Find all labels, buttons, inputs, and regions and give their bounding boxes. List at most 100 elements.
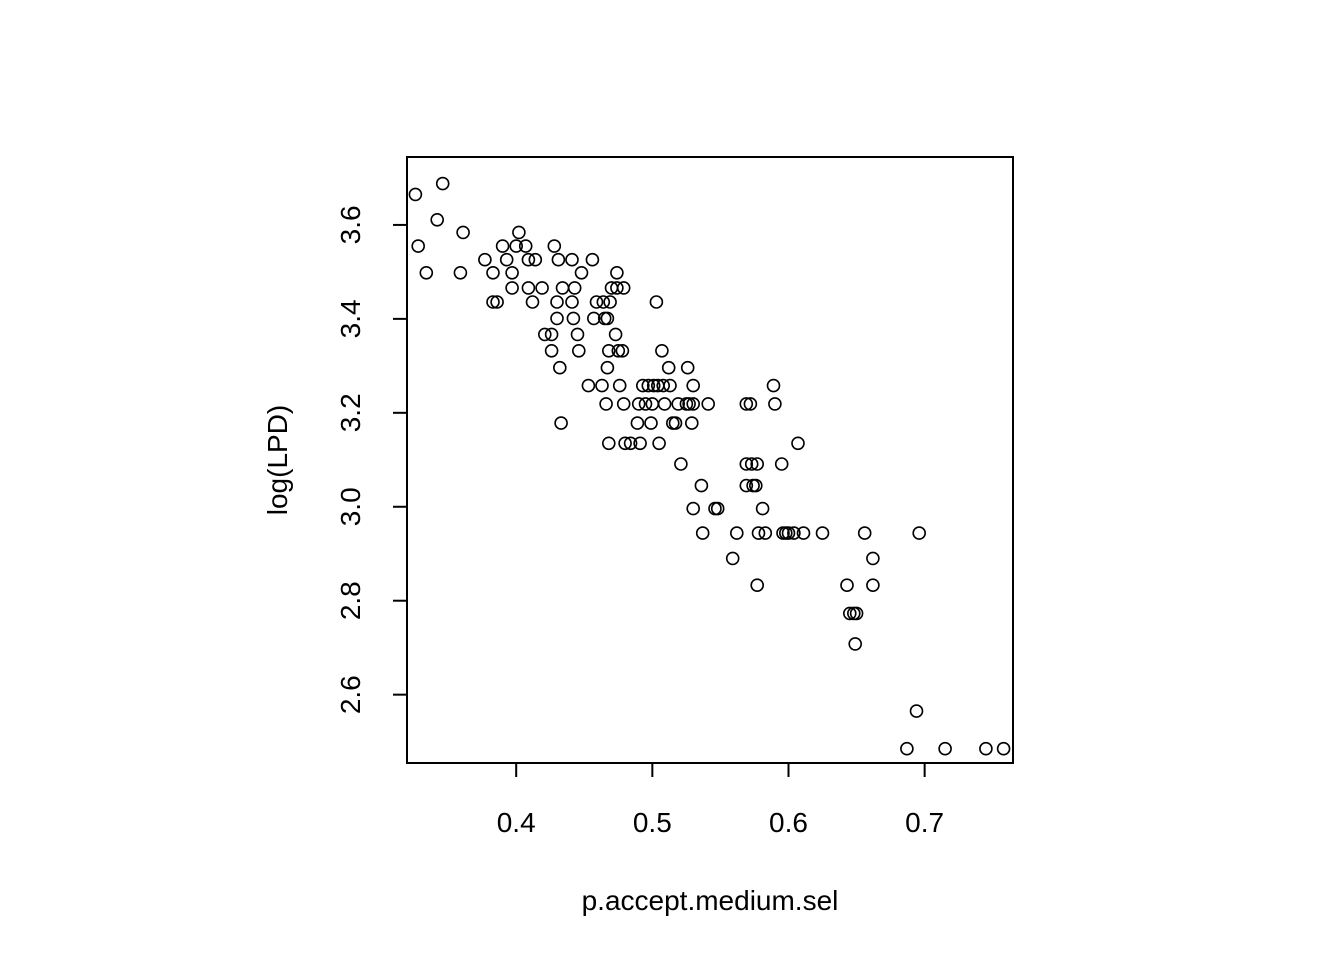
x-axis-title: p.accept.medium.sel [582, 885, 839, 916]
data-point [758, 526, 773, 540]
data-point [842, 606, 857, 621]
data-point [565, 252, 579, 267]
data-point [657, 397, 672, 411]
data-point [600, 360, 615, 375]
data-point [550, 295, 564, 309]
x-tick-label: 0.7 [905, 807, 944, 838]
data-point [612, 378, 627, 393]
data-point [631, 397, 646, 411]
data-point [630, 416, 645, 430]
data-point [603, 295, 617, 309]
y-axis-title: log(LPD) [262, 405, 293, 515]
data-point [682, 397, 696, 411]
data-point [663, 378, 677, 393]
data-point [750, 457, 765, 471]
y-tick-label: 2.6 [335, 675, 366, 714]
data-point [456, 225, 470, 240]
data-point [739, 397, 754, 411]
data-point [680, 360, 695, 375]
data-point [610, 265, 624, 280]
data-point [535, 281, 549, 295]
data-point [866, 551, 880, 566]
x-tick-label: 0.5 [633, 807, 672, 838]
data-point [649, 295, 664, 309]
data-point [641, 378, 656, 393]
data-point [849, 606, 864, 621]
data-point [633, 436, 647, 451]
data-point [525, 295, 540, 309]
data-point [411, 239, 426, 253]
plot-frame [406, 156, 1014, 764]
data-point [787, 526, 801, 540]
data-point [547, 239, 562, 253]
data-point [748, 478, 763, 493]
data-point [768, 397, 782, 411]
x-axis: 0.4 0.5 0.6 0.7 [497, 762, 944, 838]
data-point [739, 478, 754, 493]
data-point [570, 327, 585, 342]
data-point [766, 378, 781, 393]
data-point [674, 457, 688, 471]
data-point [701, 397, 716, 411]
data-point [518, 239, 533, 253]
data-point [495, 239, 510, 253]
data-point [486, 265, 500, 280]
data-point [512, 225, 526, 240]
data-point [781, 526, 796, 540]
data-point [866, 578, 880, 593]
data-point [419, 265, 434, 280]
data-point [585, 252, 600, 267]
data-point [453, 265, 468, 280]
data-point [505, 265, 519, 280]
data-point [729, 526, 744, 540]
data-point [567, 281, 582, 295]
data-point [610, 281, 624, 295]
data-point [601, 436, 616, 451]
data-point [528, 252, 543, 267]
data-point [979, 741, 993, 756]
data-point [505, 281, 519, 295]
data-point [571, 343, 586, 358]
data-point [646, 378, 661, 393]
data-point [537, 327, 552, 342]
y-tick-label: 3.0 [335, 487, 366, 526]
data-point [635, 378, 650, 393]
data-point [751, 526, 766, 540]
data-point [478, 252, 492, 267]
data-point [909, 704, 924, 718]
data-point [581, 378, 596, 393]
data-point [638, 397, 653, 411]
data-point [565, 295, 579, 309]
data-point [774, 457, 789, 471]
data-point [544, 343, 559, 358]
data-point [686, 501, 701, 516]
data-point [686, 378, 701, 393]
data-point [710, 501, 725, 516]
data-point [551, 252, 566, 267]
data-point [755, 501, 770, 516]
data-point [708, 501, 722, 516]
data-point [596, 295, 611, 309]
data-point [900, 741, 914, 756]
data-point [661, 360, 676, 375]
data-point [574, 265, 589, 280]
data-point [665, 416, 680, 430]
data-point [550, 311, 564, 326]
data-point [655, 343, 669, 358]
data-point [521, 281, 536, 295]
data-point [695, 526, 710, 540]
data-point [555, 281, 570, 295]
data-point [601, 343, 616, 358]
data-point [743, 397, 758, 411]
data-point [616, 281, 631, 295]
data-point [796, 526, 811, 540]
data-point [644, 416, 658, 430]
y-tick-label: 3.2 [335, 393, 366, 432]
data-point [848, 637, 863, 651]
data-point [552, 360, 567, 375]
data-point [618, 436, 632, 451]
data-point [435, 176, 450, 191]
data-point [750, 578, 765, 593]
data-point [595, 378, 609, 393]
